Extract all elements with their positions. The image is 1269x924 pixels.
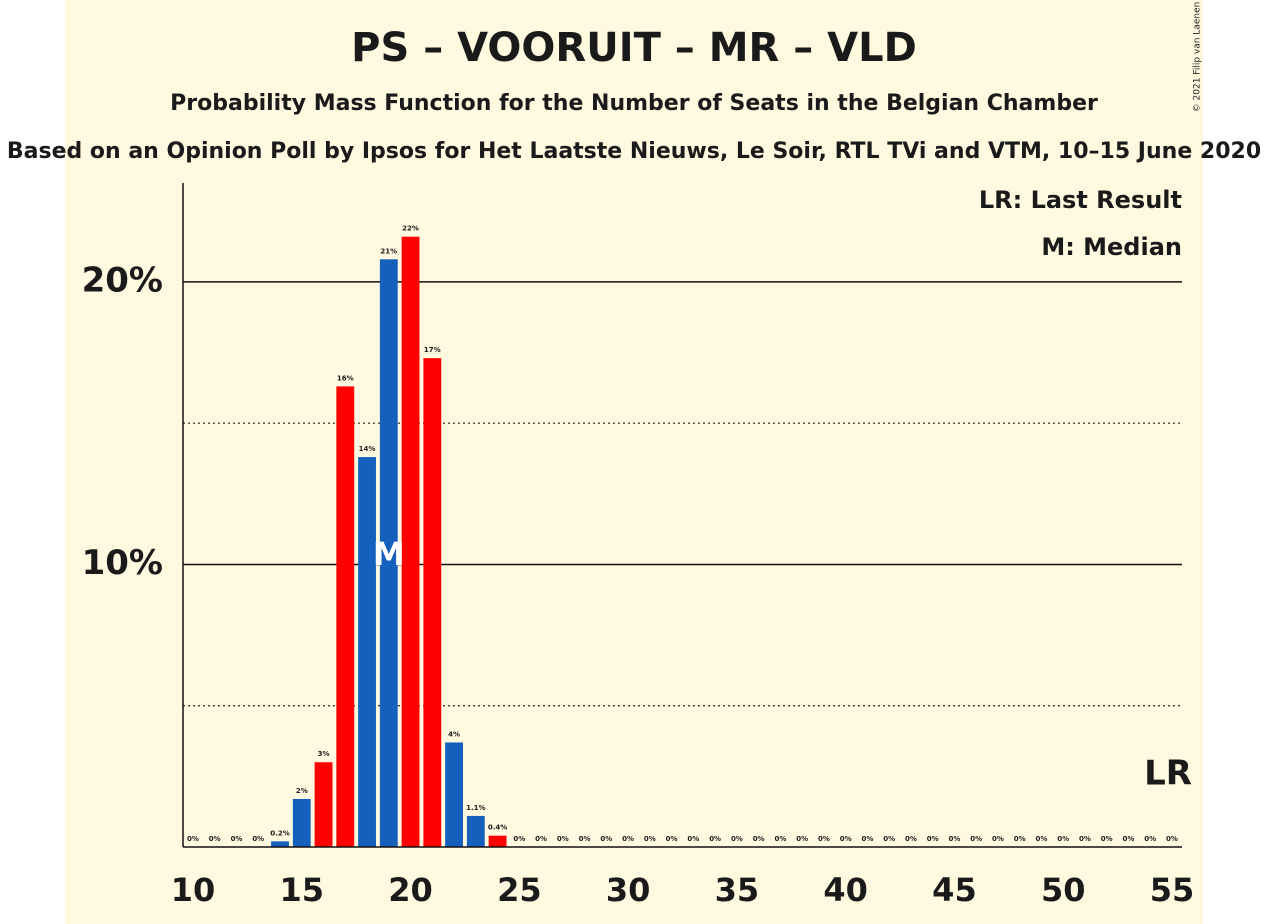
bar (271, 841, 289, 847)
chart-title: PS – VOORUIT – MR – VLD (351, 25, 917, 71)
x-tick-label: 30 (606, 871, 651, 909)
median-marker: M (373, 535, 405, 573)
background (65, 0, 1203, 924)
data-label: 0.2% (270, 829, 289, 837)
bar (401, 236, 420, 847)
data-label: 0% (1123, 835, 1135, 843)
x-tick-label: 25 (497, 871, 542, 909)
data-label: 0.4% (488, 824, 507, 832)
bar (423, 358, 442, 847)
data-label: 0% (600, 835, 612, 843)
data-label: 0% (644, 835, 656, 843)
bar (466, 815, 485, 847)
bar (445, 742, 463, 847)
data-label: 4% (448, 730, 460, 738)
data-label: 0% (905, 835, 917, 843)
data-label: 0% (687, 835, 699, 843)
copyright: © 2021 Filip van Laenen (1193, 2, 1203, 113)
data-label: 0% (818, 835, 830, 843)
data-label: 16% (337, 374, 354, 382)
data-label: 14% (359, 445, 376, 453)
data-label: 0% (709, 835, 721, 843)
data-label: 0% (1014, 835, 1026, 843)
data-label: 0% (1036, 835, 1048, 843)
data-label: 0% (513, 835, 525, 843)
data-label: 17% (424, 346, 441, 354)
data-label: 0% (252, 835, 264, 843)
x-tick-label: 20 (388, 871, 433, 909)
bar (336, 386, 355, 847)
bar (314, 762, 333, 847)
data-label: 0% (1144, 835, 1156, 843)
x-tick-label: 50 (1041, 871, 1086, 909)
data-label: 0% (861, 835, 873, 843)
data-label: 0% (774, 835, 786, 843)
legend-entry: LR: Last Result (979, 186, 1182, 214)
data-label: 0% (535, 835, 547, 843)
data-label: 0% (753, 835, 765, 843)
data-label: 21% (380, 247, 397, 255)
data-label: 0% (579, 835, 591, 843)
last-result-marker: LR (1144, 754, 1192, 794)
data-label: 0% (796, 835, 808, 843)
data-label: 0% (840, 835, 852, 843)
data-label: 0% (948, 835, 960, 843)
y-tick-label: 20% (82, 260, 163, 300)
subtitle: Probability Mass Function for the Number… (170, 91, 1098, 116)
x-tick-label: 10 (171, 871, 216, 909)
y-tick-label: 10% (82, 543, 163, 583)
data-label: 0% (1166, 835, 1178, 843)
x-tick-label: 55 (1150, 871, 1195, 909)
data-label: 2% (296, 787, 308, 795)
data-label: 0% (187, 835, 199, 843)
x-tick-label: 15 (280, 871, 325, 909)
data-label: 0% (992, 835, 1004, 843)
data-label: 0% (731, 835, 743, 843)
data-label: 0% (209, 835, 221, 843)
data-label: 0% (1057, 835, 1069, 843)
data-label: 0% (1079, 835, 1091, 843)
data-label: 0% (927, 835, 939, 843)
bar (292, 798, 311, 847)
bar (379, 259, 398, 847)
data-label: 0% (970, 835, 982, 843)
x-tick-label: 35 (715, 871, 760, 909)
bar (358, 457, 376, 847)
data-label: 3% (318, 750, 330, 758)
x-tick-label: 40 (823, 871, 868, 909)
x-tick-label: 45 (932, 871, 977, 909)
data-label: 0% (883, 835, 895, 843)
data-label: 0% (1101, 835, 1113, 843)
data-label: 0% (231, 835, 243, 843)
data-label: 0% (557, 835, 569, 843)
source: Based on an Opinion Poll by Ipsos for He… (7, 139, 1261, 164)
legend-entry: M: Median (1041, 233, 1182, 261)
data-label: 0% (666, 835, 678, 843)
bar (488, 835, 507, 847)
data-label: 1.1% (466, 804, 485, 812)
data-label: 22% (402, 225, 419, 233)
data-label: 0% (622, 835, 634, 843)
